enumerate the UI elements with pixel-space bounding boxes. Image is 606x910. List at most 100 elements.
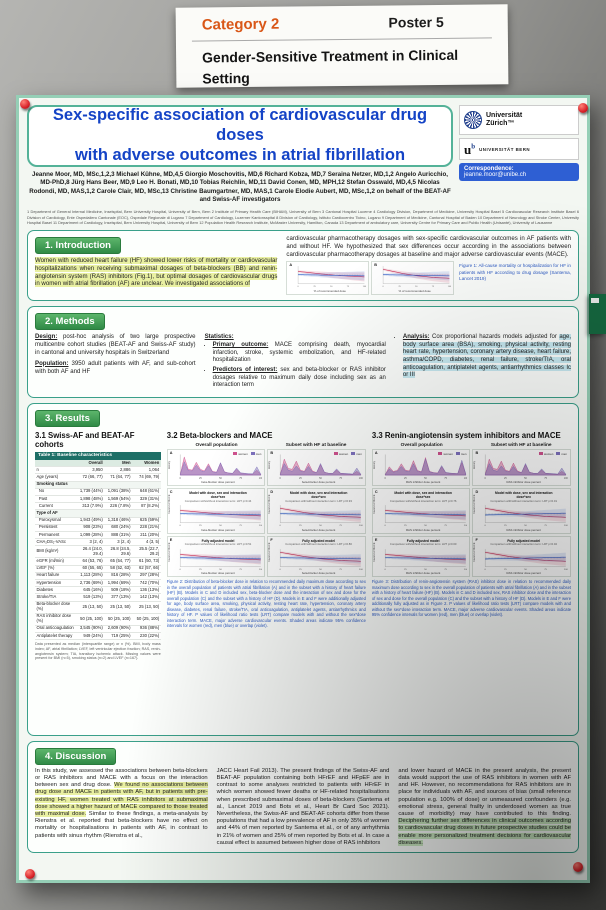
- panel-chart: 0 25 50 75 100: [179, 454, 262, 480]
- bern-logo-text: UNIVERSITÄT BERN: [479, 146, 531, 152]
- svg-text:75: 75: [239, 525, 243, 527]
- svg-text:75: 75: [432, 286, 435, 288]
- panel-chart: 0 25 50 75 100: [383, 266, 451, 288]
- svg-text:25: 25: [299, 569, 303, 571]
- panel-legend: women men: [539, 451, 567, 456]
- bern-ub-icon: ub: [464, 141, 476, 157]
- panel-chart: 0 25 50 75 100: [485, 548, 568, 571]
- poster-title-line1: Sex-specific association of cardiovascul…: [52, 106, 428, 145]
- table-row: BMI (kg/m²) 26.4 (24.0, 29.4) 26.8 (24.5, …: [35, 545, 161, 559]
- svg-text:100: 100: [464, 525, 468, 527]
- svg-text:25: 25: [404, 569, 408, 571]
- table-row: eGFR (ml/min) 64 (53, 76) 65 (54, 77) 61 (5…: [35, 557, 161, 566]
- svg-text:100: 100: [564, 477, 568, 480]
- baseline-characteristics-table: Overall Men Women n 3,950 2,886 1,064 Age (year…: [35, 460, 161, 641]
- svg-text:50: 50: [331, 286, 334, 288]
- results-subheading-ras: 3.3 Renin-angiotensin system inhibitors …: [371, 430, 561, 440]
- svg-text:0: 0: [298, 286, 300, 288]
- figure-panel-a: A 0 25 50 75 100% of recommended dose: [286, 261, 370, 295]
- svg-text:100: 100: [258, 525, 262, 527]
- research-poster: Sex-specific association of cardiovascul…: [16, 95, 590, 883]
- svg-text:0: 0: [179, 569, 181, 571]
- figure1: A 0 25 50 75 100% of recommended dose B 0 25 50 75…: [286, 261, 571, 295]
- pushpin-bottom-right: [573, 862, 583, 872]
- svg-text:100: 100: [564, 525, 568, 527]
- svg-text:0: 0: [384, 525, 386, 527]
- svg-text:25: 25: [199, 569, 203, 571]
- figure3-caption: Figure 3: Distribution of renin-angioten…: [371, 579, 571, 618]
- sign-session-title: Gender-Sensitive Treatment in Clinical S…: [202, 46, 459, 87]
- results-subheading-cohorts: 3.1 Swiss-AF and BEAT-AF cohorts: [35, 430, 135, 449]
- svg-text:50: 50: [319, 569, 323, 571]
- svg-text:75: 75: [239, 569, 243, 571]
- figure2-column-titles: Overall population Subset with HF at bas…: [167, 443, 366, 448]
- table-row: LVEF (%) 60 (55, 65) 58 (52, 63) 62 (57, 66…: [35, 565, 161, 573]
- section-discussion: 4. Discussion In this study, we assessed…: [27, 740, 579, 853]
- svg-text:25: 25: [504, 525, 508, 527]
- neighbor-poster-edge: [589, 294, 606, 334]
- svg-text:25: 25: [199, 525, 203, 527]
- svg-text:50: 50: [525, 525, 529, 527]
- section-heading-introduction: 1. Introduction: [35, 236, 121, 254]
- pushpin-top-left: [20, 99, 30, 109]
- svg-text:0: 0: [179, 525, 181, 527]
- svg-text:25: 25: [404, 525, 408, 527]
- table-row: Persistent 908 (23%) 680 (24%) 228 (21%): [35, 524, 161, 532]
- svg-text:50: 50: [525, 477, 528, 480]
- results-cohorts-block: 3.1 Swiss-AF and BEAT-AF cohorts Table 1…: [35, 430, 161, 661]
- session-sign: Category 2 Poster 5 Gender-Sensitive Tre…: [175, 4, 509, 88]
- table-row: Smoking status: [35, 481, 161, 489]
- table-row: Diabetes 645 (16%) 509 (18%) 136 (13%): [35, 586, 161, 595]
- svg-text:100: 100: [464, 477, 468, 480]
- svg-text:50: 50: [424, 525, 428, 527]
- svg-text:50: 50: [319, 525, 323, 527]
- panel-chart: 0 25 50 75 100: [280, 454, 363, 480]
- svg-text:75: 75: [340, 525, 344, 527]
- table-row: Past 1,898 (48%) 1,569 (54%) 329 (31%): [35, 495, 161, 504]
- figure-panel-f: F Fully adjusted model Comparison with/wit…: [267, 535, 366, 578]
- discussion-text-col2: JACC Heart Fail 2013). The present findi…: [216, 767, 390, 846]
- svg-text:0: 0: [179, 477, 181, 480]
- svg-text:50: 50: [319, 477, 322, 480]
- table-row: Oral anticoagulation 3,545 (90%) 2,609 (90…: [35, 625, 161, 633]
- table-row: No 1,739 (44%) 1,091 (38%) 648 (61%): [35, 488, 161, 496]
- svg-text:100: 100: [258, 569, 262, 571]
- uzh-logo-text: Universität Zürich™: [486, 112, 522, 127]
- svg-text:0: 0: [485, 477, 487, 480]
- svg-text:0: 0: [280, 477, 282, 480]
- panel-chart: 0 25 50 75 100: [384, 548, 467, 571]
- methods-bullet-predictors: Predictors of interest: sex and beta-blo…: [213, 367, 386, 390]
- table-row: Hypertension 2,736 (69%) 1,994 (69%) 742 (7…: [35, 579, 161, 588]
- svg-text:100: 100: [359, 569, 363, 571]
- svg-text:0: 0: [485, 569, 487, 571]
- pushpin-bottom-left: [25, 869, 35, 879]
- uzh-logo: Universität Zürich™: [459, 105, 579, 135]
- uzh-seal-icon: [464, 111, 482, 129]
- correspondence-box: Correspondence: jeanne.moor@unibe.ch: [459, 163, 579, 181]
- correspondence-label: Correspondence:: [464, 166, 514, 172]
- svg-text:100: 100: [363, 286, 366, 288]
- section-heading-methods: 2. Methods: [35, 312, 105, 330]
- panel-legend: women men: [333, 451, 362, 456]
- panel-chart: 0 25 50 75 100: [485, 505, 568, 527]
- svg-text:50: 50: [219, 569, 223, 571]
- svg-text:25: 25: [299, 477, 302, 480]
- correspondence-email: jeanne.moor@unibe.ch: [464, 172, 527, 178]
- figure-panel-f: F Fully adjusted model Comparison with/wit…: [472, 535, 571, 578]
- affiliations: 1 Department of General Internal Medicin…: [27, 209, 579, 225]
- table-row: n 3,950 2,886 1,064: [35, 466, 161, 475]
- methods-design: Design: post-hoc analysis of two large p…: [35, 332, 196, 356]
- svg-text:100: 100: [359, 477, 363, 480]
- section-heading-discussion: 4. Discussion: [35, 747, 117, 765]
- table-row: Stroke/TIA 519 (13%) 377 (13%) 142 (13%): [35, 593, 161, 602]
- figure-panel-d: D Model with dose, sex and interaction do…: [472, 488, 571, 534]
- table-row: RAS inhibitor dose (%) 50 (25, 100) 50 (25…: [35, 613, 161, 626]
- panel-legend: women men: [438, 451, 466, 456]
- poster-title: Sex-specific association of cardiovascul…: [37, 106, 443, 165]
- table-row: CHA₂DS₂-VASc 3 (2, 4) 3 (2, 4) 4 (3, 5): [35, 538, 161, 547]
- svg-text:75: 75: [545, 569, 549, 571]
